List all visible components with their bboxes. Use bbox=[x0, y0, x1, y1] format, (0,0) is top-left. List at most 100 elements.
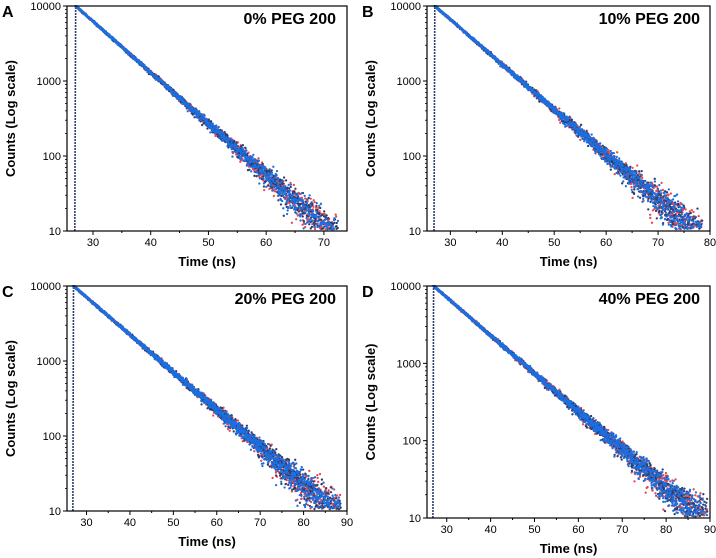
data-point bbox=[199, 117, 202, 120]
data-point bbox=[277, 184, 280, 187]
data-point bbox=[250, 170, 253, 173]
data-point bbox=[318, 204, 321, 207]
data-point bbox=[323, 210, 326, 213]
data-point bbox=[309, 218, 312, 221]
data-point bbox=[277, 178, 280, 181]
data-point bbox=[649, 216, 652, 220]
data-point bbox=[234, 142, 237, 145]
data-point bbox=[226, 134, 229, 137]
data-point bbox=[93, 20, 96, 23]
plot-frame bbox=[66, 5, 348, 232]
data-point bbox=[275, 169, 279, 173]
data-point bbox=[255, 175, 258, 178]
x-tick-label: 50 bbox=[202, 237, 214, 249]
data-point bbox=[245, 149, 248, 152]
data-point bbox=[607, 151, 611, 154]
data-point bbox=[258, 177, 261, 180]
data-point bbox=[290, 221, 294, 224]
data-point bbox=[278, 178, 282, 181]
data-point bbox=[281, 182, 285, 185]
data-point bbox=[249, 161, 252, 164]
data-point bbox=[297, 210, 301, 213]
data-point bbox=[203, 114, 206, 117]
data-point bbox=[269, 173, 272, 176]
x-tick-label: 40 bbox=[145, 237, 157, 249]
data-point bbox=[304, 211, 307, 214]
data-point bbox=[260, 172, 263, 175]
data-point bbox=[261, 168, 264, 171]
data-point bbox=[231, 138, 234, 141]
data-point bbox=[270, 171, 274, 174]
data-point bbox=[257, 173, 261, 177]
data-point bbox=[307, 218, 310, 221]
data-point bbox=[311, 219, 314, 222]
data-point bbox=[226, 144, 229, 148]
data-point bbox=[194, 113, 198, 116]
data-point bbox=[270, 169, 273, 172]
data-point bbox=[287, 187, 291, 190]
data-point bbox=[262, 175, 265, 178]
data-point bbox=[278, 186, 282, 189]
data-point bbox=[288, 191, 291, 195]
data-point bbox=[248, 168, 251, 171]
data-point bbox=[629, 165, 632, 168]
data-point bbox=[304, 222, 307, 226]
data-point bbox=[313, 223, 316, 227]
y-tick-label: 10 bbox=[49, 226, 61, 238]
data-point bbox=[299, 219, 302, 222]
data-point bbox=[188, 102, 192, 105]
data-point bbox=[271, 178, 275, 181]
data-point bbox=[239, 145, 243, 148]
data-point bbox=[653, 207, 656, 210]
data-point bbox=[298, 193, 301, 196]
data-point bbox=[304, 225, 307, 229]
data-point bbox=[640, 169, 643, 173]
data-point bbox=[309, 208, 312, 211]
data-point bbox=[252, 153, 255, 157]
data-point bbox=[220, 131, 223, 135]
data-point bbox=[292, 183, 296, 187]
data-point bbox=[579, 123, 583, 126]
data-point bbox=[273, 184, 276, 188]
data-point bbox=[300, 213, 303, 216]
data-point bbox=[586, 144, 590, 148]
data-point bbox=[292, 204, 295, 207]
data-point bbox=[601, 144, 604, 147]
data-point bbox=[308, 213, 311, 216]
data-point bbox=[211, 122, 214, 125]
data-point bbox=[313, 200, 316, 204]
data-point bbox=[638, 196, 642, 199]
data-point bbox=[314, 206, 318, 209]
data-point bbox=[299, 208, 302, 211]
data-point bbox=[289, 181, 292, 185]
data-point bbox=[651, 209, 655, 212]
y-axis-label: Counts (Log scale) bbox=[3, 60, 18, 177]
data-point bbox=[303, 194, 306, 198]
data-point bbox=[697, 214, 700, 218]
data-point bbox=[651, 183, 654, 186]
data-point bbox=[650, 221, 654, 224]
data-point bbox=[108, 33, 111, 36]
data-point bbox=[613, 172, 616, 176]
data-point bbox=[316, 208, 319, 211]
data-point bbox=[308, 220, 311, 223]
data-point bbox=[255, 170, 259, 173]
data-point bbox=[629, 182, 633, 186]
data-point bbox=[235, 144, 238, 147]
data-point bbox=[333, 217, 336, 220]
data-point bbox=[320, 223, 323, 227]
data-point bbox=[616, 151, 619, 154]
data-point bbox=[320, 225, 323, 229]
data-point bbox=[310, 201, 313, 204]
data-point bbox=[639, 186, 642, 190]
data-point bbox=[306, 198, 309, 202]
data-point bbox=[279, 203, 283, 206]
data-point bbox=[281, 193, 285, 196]
data-point bbox=[302, 206, 305, 210]
panel-title: 0% PEG 200 bbox=[244, 11, 337, 28]
data-point bbox=[660, 181, 663, 185]
data-point bbox=[690, 209, 693, 212]
data-point bbox=[301, 215, 304, 218]
